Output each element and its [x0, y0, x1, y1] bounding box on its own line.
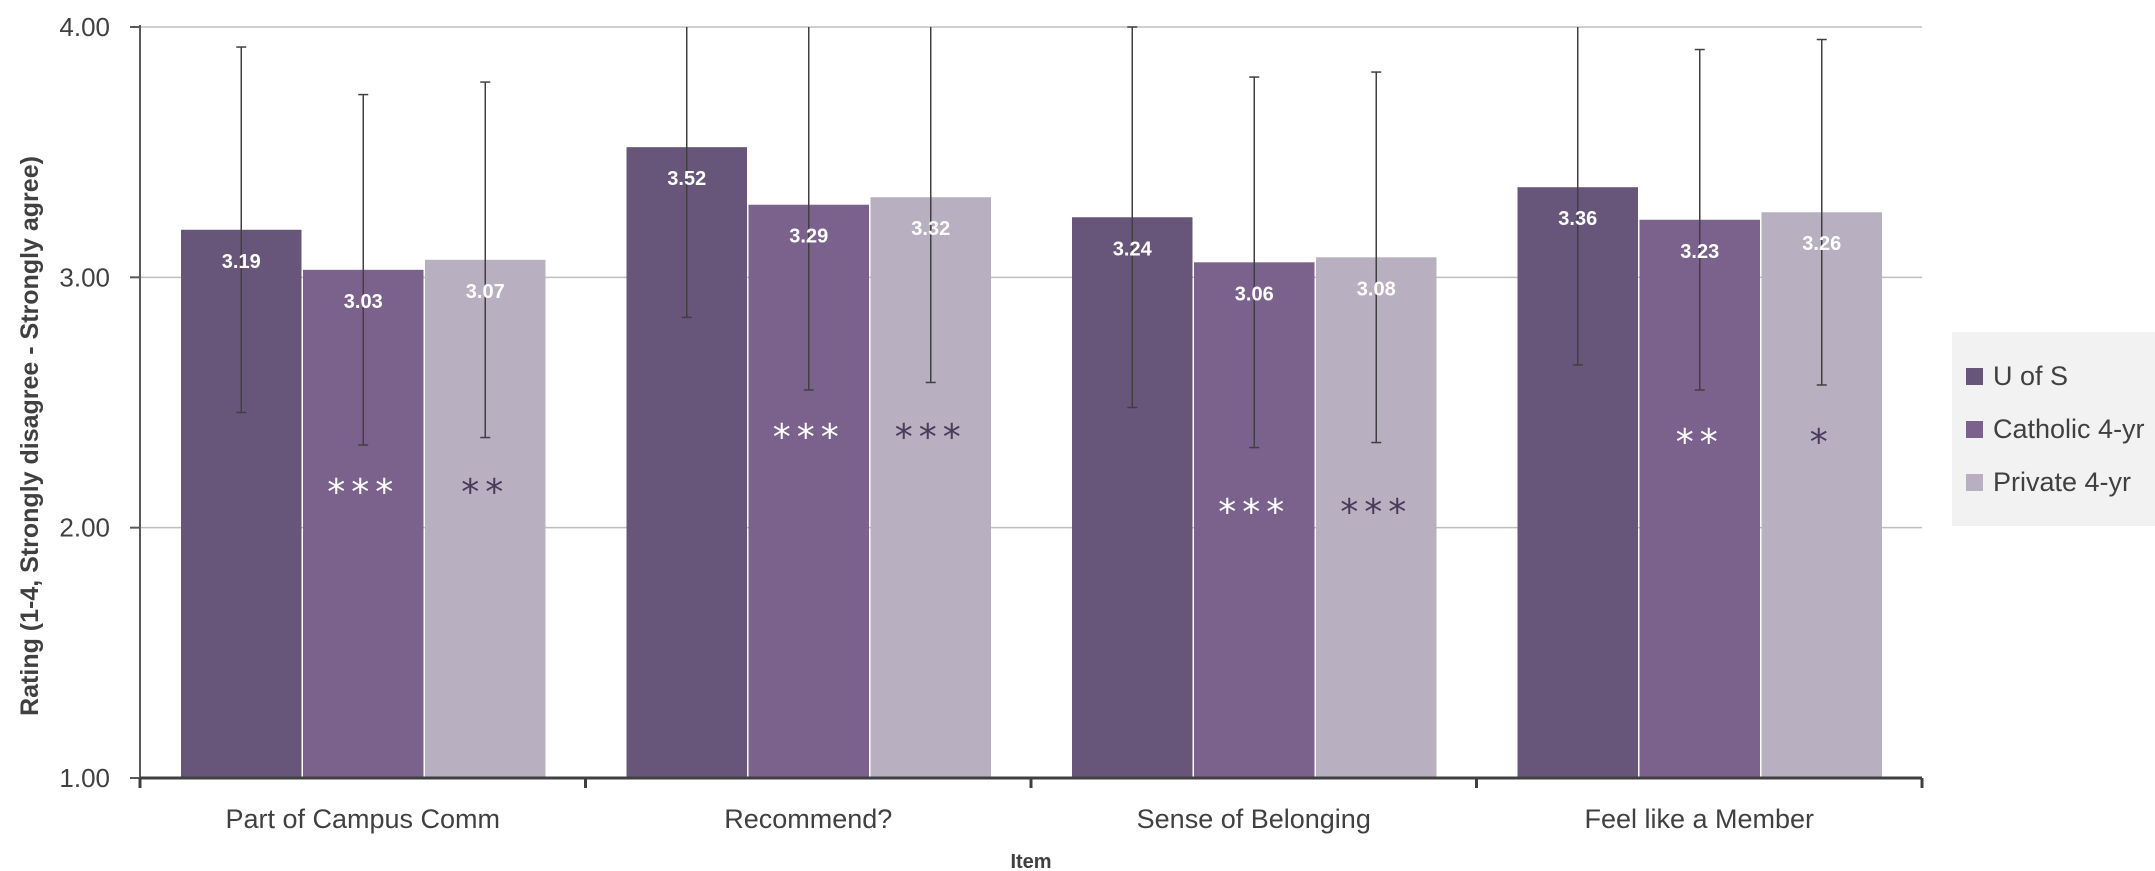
data-label: 3.07: [466, 281, 505, 303]
legend-label: Catholic 4-yr: [1993, 413, 2145, 444]
data-label: 3.26: [1802, 233, 1841, 255]
y-tick-label: 4.00: [59, 12, 110, 42]
legend-swatch-private-4-yr: [1966, 473, 1983, 491]
significance-marker: ***: [327, 472, 399, 513]
significance-marker: **: [1676, 422, 1724, 463]
x-tick-label: Recommend?: [724, 804, 892, 834]
data-label: 3.52: [667, 168, 706, 190]
data-label: 3.24: [1113, 238, 1153, 260]
significance-marker: ***: [773, 417, 845, 458]
legend-item-catholic-4-yr: Catholic 4-yr: [1966, 409, 2145, 449]
significance-marker: ***: [1340, 492, 1412, 533]
y-axis-label: Rating (1-4, Strongly disagree - Strongl…: [16, 156, 44, 716]
x-tick-label: Sense of Belonging: [1137, 804, 1371, 834]
data-label: 3.36: [1558, 208, 1597, 230]
legend-swatch-u-of-s: [1966, 367, 1983, 385]
data-label: 3.29: [789, 226, 828, 248]
significance-marker: ***: [895, 417, 967, 458]
significance-marker: **: [461, 472, 509, 513]
x-axis-label: Item: [1010, 851, 1051, 871]
significance-marker: ***: [1218, 492, 1290, 533]
data-label: 3.19: [222, 251, 261, 273]
data-label: 3.08: [1357, 278, 1396, 300]
legend-item-private-4-yr: Private 4-yr: [1966, 462, 2131, 502]
data-label: 3.03: [344, 291, 383, 313]
data-label: 3.32: [911, 218, 950, 240]
legend: U of S Catholic 4-yr Private 4-yr: [1952, 332, 2155, 526]
y-tick-label: 2.00: [59, 513, 110, 543]
y-tick-label: 3.00: [59, 262, 110, 292]
significance-marker: *: [1810, 422, 1834, 463]
legend-label: Private 4-yr: [1993, 466, 2132, 497]
y-tick-label: 1.00: [59, 763, 110, 793]
x-tick-label: Part of Campus Comm: [225, 804, 500, 834]
legend-label: U of S: [1993, 360, 2069, 391]
legend-swatch-catholic-4-yr: [1966, 420, 1983, 438]
data-label: 3.06: [1235, 283, 1274, 305]
x-tick-label: Feel like a Member: [1584, 804, 1814, 834]
data-label: 3.23: [1680, 241, 1719, 263]
legend-item-u-of-s: U of S: [1966, 356, 2068, 396]
